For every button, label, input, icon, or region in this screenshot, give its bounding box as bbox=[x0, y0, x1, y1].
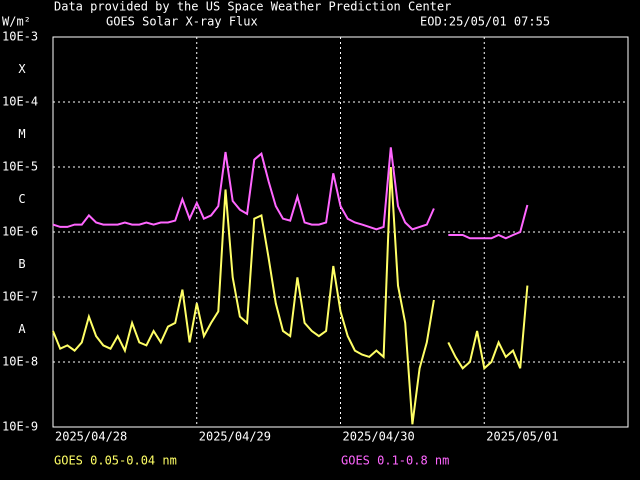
class-label: C bbox=[18, 192, 25, 206]
y-tick-label: 10E-9 bbox=[2, 420, 38, 434]
y-tick-label: 10E-5 bbox=[2, 160, 38, 174]
chart-subtitle: Data provided by the US Space Weather Pr… bbox=[54, 0, 451, 14]
y-tick-label: 10E-7 bbox=[2, 290, 38, 304]
x-tick-label: 2025/05/01 bbox=[486, 430, 558, 444]
y-axis-label: W/m² bbox=[2, 15, 31, 29]
class-label: A bbox=[18, 322, 26, 336]
chart-title: GOES Solar X-ray Flux bbox=[106, 15, 258, 29]
y-tick-label: 10E-8 bbox=[2, 355, 38, 369]
class-label: X bbox=[18, 62, 26, 76]
y-tick-label: 10E-6 bbox=[2, 225, 38, 239]
series-line bbox=[52, 147, 529, 240]
legend-entry: GOES 0.05-0.04 nm bbox=[54, 454, 177, 468]
x-tick-label: 2025/04/28 bbox=[55, 430, 127, 444]
x-tick-label: 2025/04/30 bbox=[343, 430, 415, 444]
legend-entry: GOES 0.1-0.8 nm bbox=[341, 454, 449, 468]
annotation: EOD:25/05/01 07:55 bbox=[420, 15, 550, 29]
y-tick-label: 10E-3 bbox=[2, 30, 38, 44]
series-line bbox=[52, 166, 529, 425]
x-tick-label: 2025/04/29 bbox=[199, 430, 271, 444]
class-label: B bbox=[18, 257, 25, 271]
class-label: M bbox=[18, 127, 25, 141]
y-tick-label: 10E-4 bbox=[2, 95, 38, 109]
